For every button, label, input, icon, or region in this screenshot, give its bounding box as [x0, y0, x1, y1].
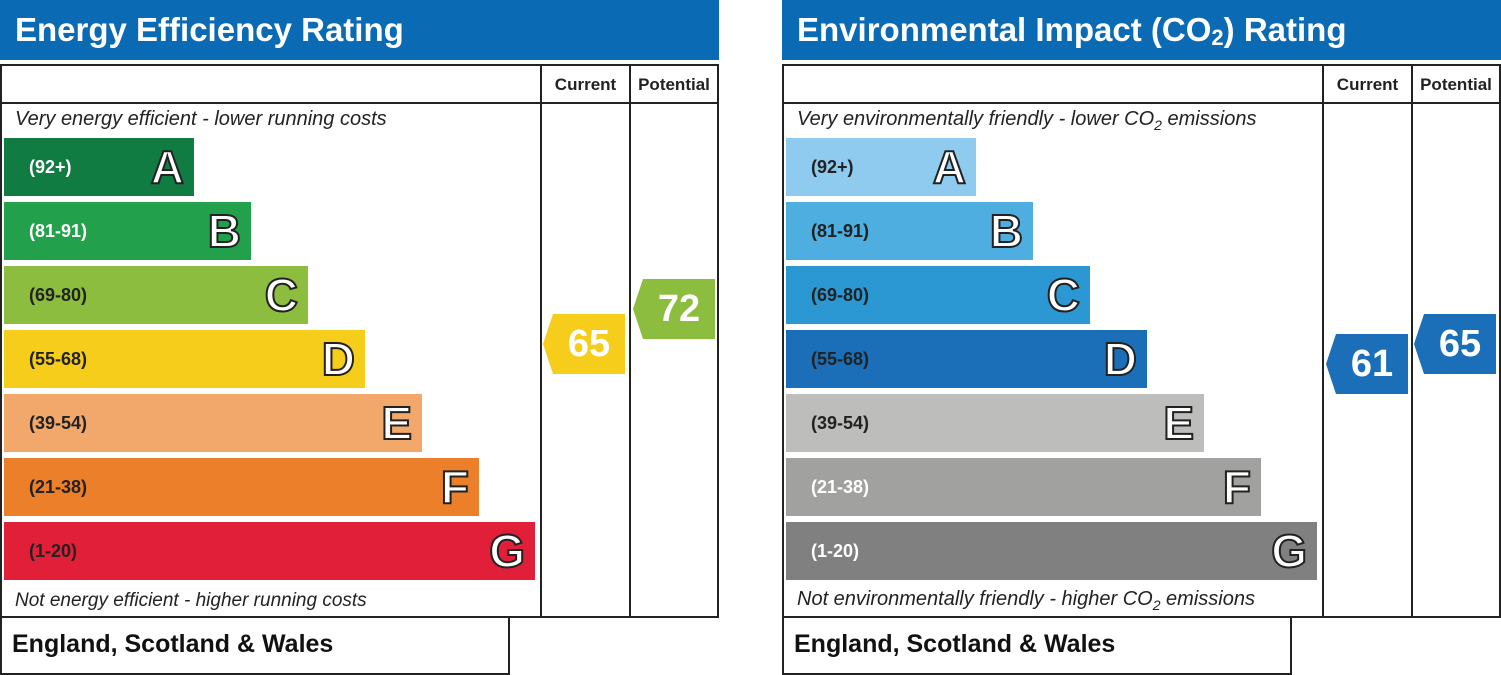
arrow-shape	[543, 314, 625, 374]
current-column-header: Current	[1336, 75, 1399, 94]
environment-rating-table: Current Potential Very environmentally f…	[782, 64, 1501, 618]
title-text: Environmental Impact (CO	[797, 11, 1212, 48]
band-range: (39-54)	[811, 413, 870, 433]
band-range: (21-38)	[811, 477, 870, 497]
band-letter: D	[1103, 332, 1138, 386]
band-letter: G	[488, 524, 526, 578]
current-column-divider	[1322, 66, 1324, 616]
bottom-caption: Not environmentally friendly - higher CO…	[797, 588, 1255, 613]
energy-efficiency-panel: Energy Efficiency Rating Current Potenti…	[0, 0, 719, 675]
caption-subscript: 2	[1154, 117, 1162, 133]
energy-rating-table: Current Potential Very energy efficient …	[0, 64, 719, 618]
potential-column-divider	[1411, 66, 1413, 616]
band-b: (81-91) B	[786, 202, 1033, 260]
environment-panel-title: Environmental Impact (CO2) Rating	[782, 0, 1501, 60]
band-letter: F	[440, 460, 470, 514]
band-range: (69-80)	[811, 285, 870, 305]
region-footer: England, Scotland & Wales	[782, 618, 1292, 675]
current-column-header: Current	[554, 75, 617, 94]
band-letter: A	[932, 140, 967, 194]
band-range: (21-38)	[29, 477, 88, 497]
header-divider	[2, 102, 717, 104]
band-letter: A	[150, 140, 185, 194]
band-range: (81-91)	[29, 221, 88, 241]
band-b: (81-91) B	[4, 202, 251, 260]
arrow-shape	[633, 279, 715, 339]
band-range: (55-68)	[811, 349, 870, 369]
header-divider	[784, 102, 1499, 104]
band-letter: D	[321, 332, 356, 386]
current-rating-arrow: 61	[1326, 334, 1408, 394]
band-letter: C	[1046, 268, 1081, 322]
current-column-divider	[540, 66, 542, 616]
band-range: (39-54)	[29, 413, 88, 433]
energy-panel-title: Energy Efficiency Rating	[0, 0, 719, 60]
top-caption: Very environmentally friendly - lower CO…	[797, 108, 1256, 133]
potential-rating-arrow: 65	[1414, 314, 1496, 374]
potential-rating-value: 65	[1438, 323, 1482, 365]
band-range: (1-20)	[811, 541, 860, 561]
region-footer: England, Scotland & Wales	[0, 618, 510, 675]
current-rating-arrow: 65	[543, 314, 625, 374]
band-c: (69-80) C	[4, 266, 308, 324]
band-range: (1-20)	[29, 541, 78, 561]
caption-subscript: 2	[1152, 597, 1161, 613]
band-letter: G	[1270, 524, 1308, 578]
title-text-end: ) Rating	[1223, 11, 1347, 48]
arrow-shape	[1414, 314, 1496, 374]
caption-text-end: emissions	[1161, 108, 1257, 130]
potential-column-divider	[629, 66, 631, 616]
bottom-caption: Not energy efficient - higher running co…	[15, 590, 367, 611]
arrow-shape	[1326, 334, 1408, 394]
band-range: (81-91)	[811, 221, 870, 241]
title-subscript: 2	[1211, 25, 1224, 50]
band-a: (92+) A	[786, 138, 976, 196]
band-e: (39-54) E	[4, 394, 422, 452]
potential-column-header: Potential	[638, 75, 710, 94]
band-letter: B	[989, 204, 1024, 258]
top-caption: Very energy efficient - lower running co…	[15, 108, 387, 130]
potential-rating-value: 72	[657, 288, 701, 330]
band-letter: B	[207, 204, 242, 258]
band-a: (92+) A	[4, 138, 194, 196]
band-f: (21-38) F	[786, 458, 1261, 516]
caption-text: Not environmentally friendly - higher CO	[797, 588, 1153, 610]
band-range: (55-68)	[29, 349, 88, 369]
band-g: (1-20) G	[786, 522, 1317, 580]
band-letter: C	[264, 268, 299, 322]
current-rating-value: 65	[567, 323, 611, 365]
band-d: (55-68) D	[786, 330, 1147, 388]
band-letter: E	[380, 396, 413, 450]
band-range: (69-80)	[29, 285, 88, 305]
band-f: (21-38) F	[4, 458, 479, 516]
current-rating-value: 61	[1350, 343, 1394, 385]
band-d: (55-68) D	[4, 330, 365, 388]
caption-text: Very environmentally friendly - lower CO	[797, 108, 1155, 130]
band-e: (39-54) E	[786, 394, 1204, 452]
band-g: (1-20) G	[4, 522, 535, 580]
band-range: (92+)	[811, 157, 854, 177]
potential-column-header: Potential	[1420, 75, 1492, 94]
band-letter: F	[1222, 460, 1252, 514]
caption-text-end: emissions	[1160, 588, 1255, 610]
band-c: (69-80) C	[786, 266, 1090, 324]
band-letter: E	[1162, 396, 1195, 450]
band-range: (92+)	[29, 157, 72, 177]
environmental-impact-panel: Environmental Impact (CO2) Rating Curren…	[782, 0, 1501, 675]
potential-rating-arrow: 72	[633, 279, 715, 339]
